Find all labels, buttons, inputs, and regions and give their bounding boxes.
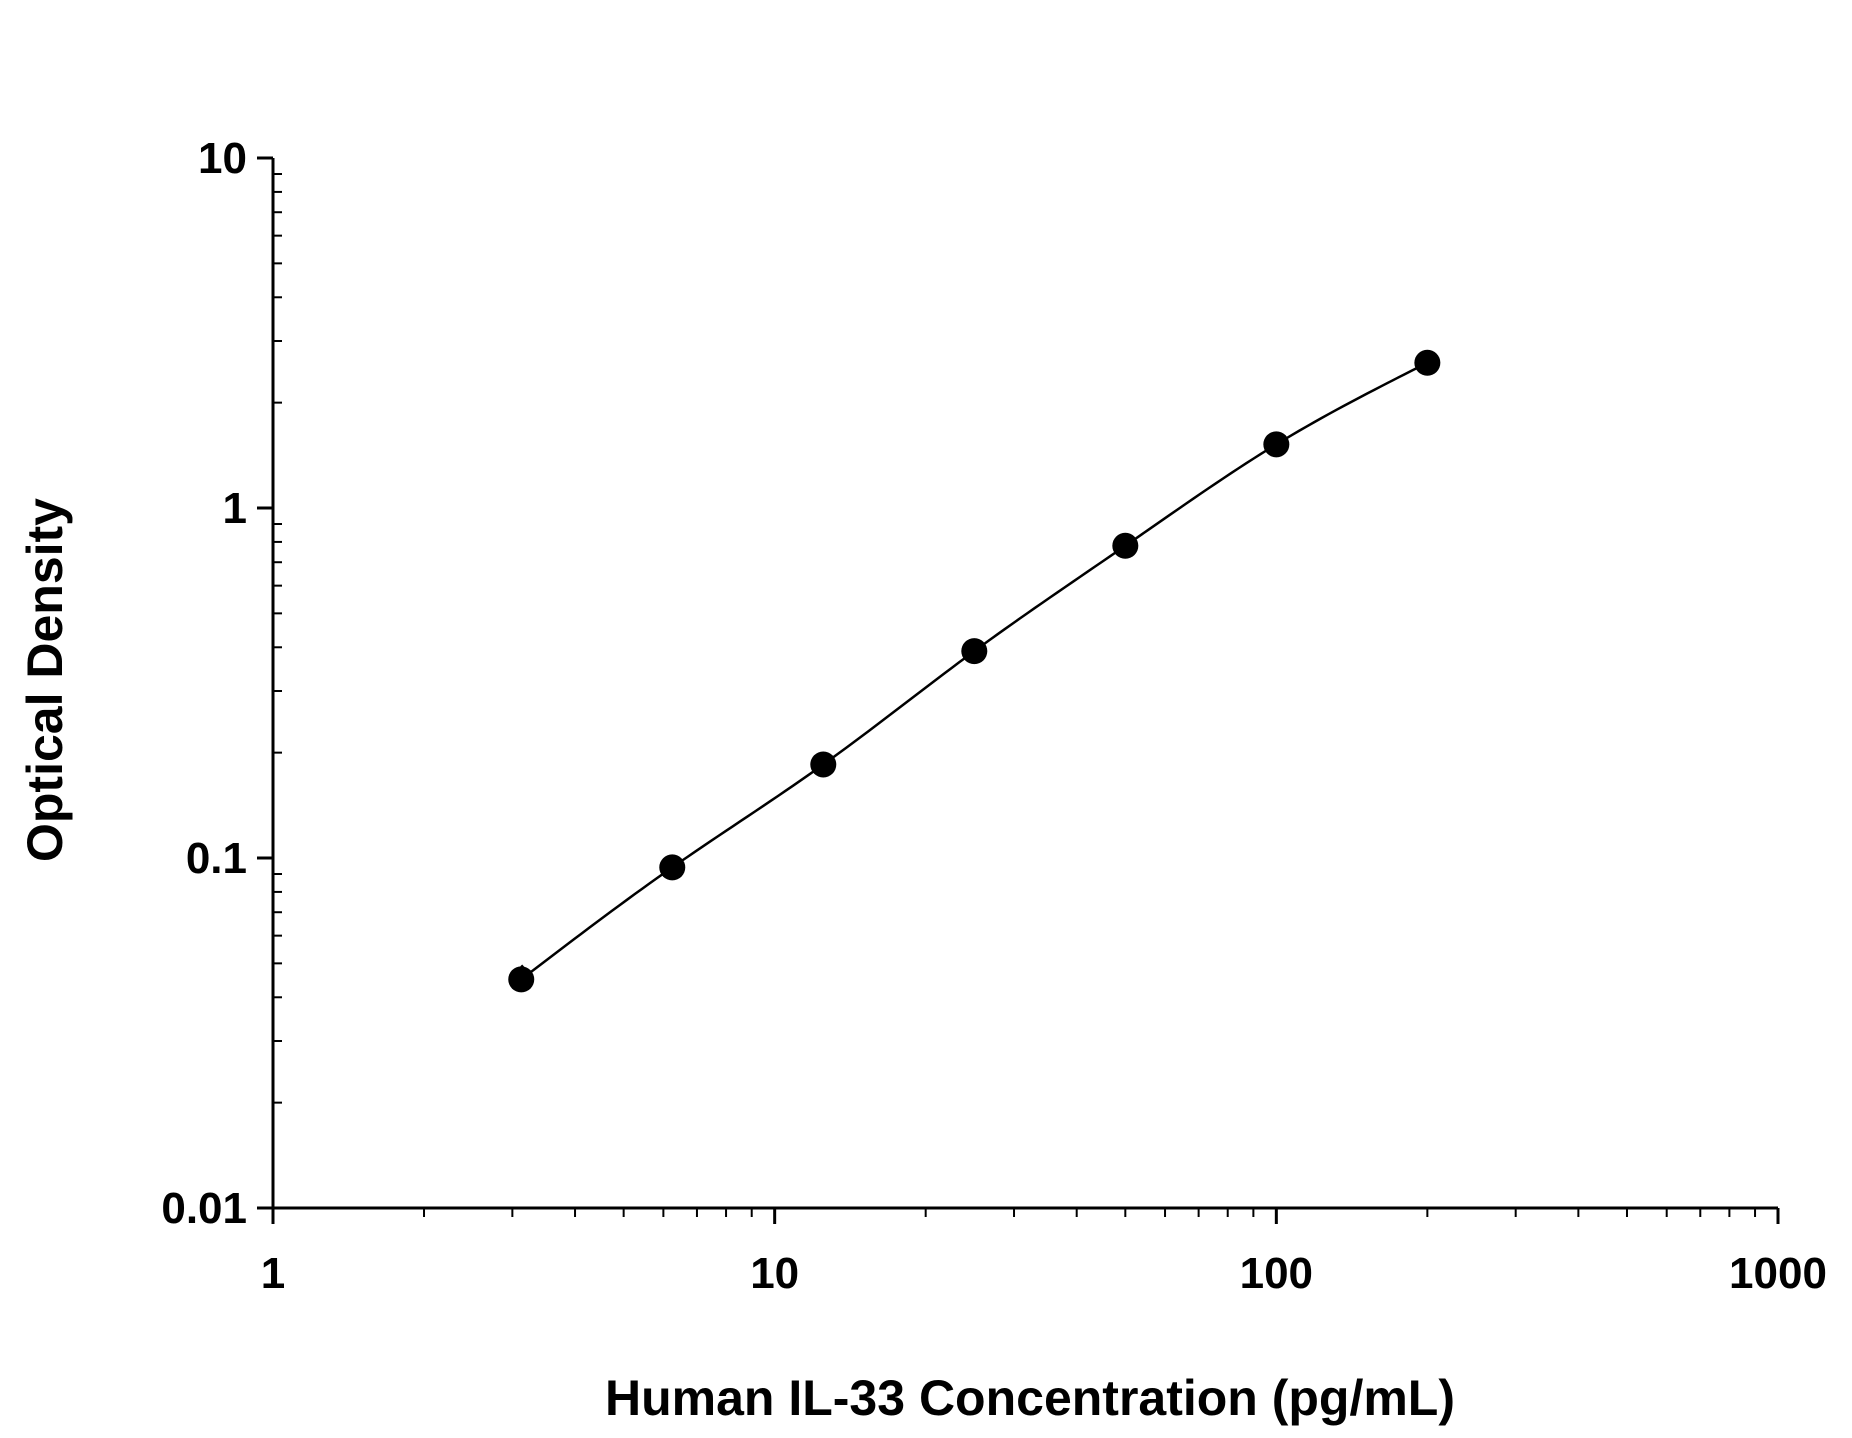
x-tick-label: 1: [261, 1249, 285, 1298]
x-tick-label: 100: [1240, 1249, 1313, 1298]
x-tick-label: 10: [750, 1249, 799, 1298]
x-axis-title: Human IL-33 Concentration (pg/mL): [605, 1370, 1455, 1426]
fit-curve: [520, 361, 1428, 976]
y-tick-label: 10: [198, 134, 247, 183]
data-points-layer: [508, 349, 1441, 993]
data-point: [1414, 349, 1441, 376]
data-point: [1112, 532, 1139, 559]
axes: [257, 156, 1780, 1224]
y-tick-label: 1: [223, 484, 247, 533]
tick-labels-layer: 1 10 100 1000 0.01 0.1 1 10: [161, 134, 1827, 1298]
data-point: [961, 638, 988, 665]
y-axis-title: Optical Density: [17, 498, 73, 862]
data-point: [1263, 431, 1290, 458]
y-tick-label: 0.1: [186, 834, 247, 883]
x-tick-label: 1000: [1729, 1249, 1827, 1298]
data-point: [810, 751, 837, 778]
data-point: [659, 854, 686, 881]
fit-curve-layer: [520, 361, 1428, 976]
data-point: [508, 966, 535, 993]
y-tick-label: 0.01: [161, 1184, 247, 1233]
